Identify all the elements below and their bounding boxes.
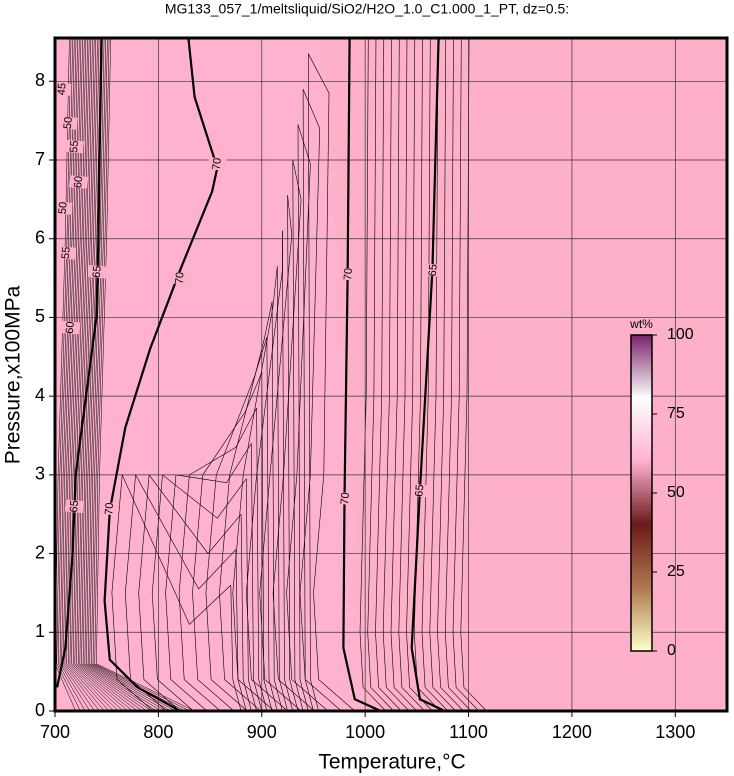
region	[55, 38, 366, 711]
contour-label: 60	[72, 175, 85, 188]
contour-label-bg	[170, 271, 190, 285]
contour-label-bg	[69, 175, 89, 189]
contour-label-bg	[65, 499, 85, 514]
contour-line	[56, 38, 103, 688]
x-tick-label: 1200	[552, 722, 592, 742]
thin-contour	[246, 478, 257, 711]
contour-label: 65	[427, 264, 440, 277]
thin-contour	[178, 407, 257, 711]
thin-contour	[272, 159, 315, 711]
thin-contour	[282, 230, 294, 711]
x-tick-label: 1300	[655, 722, 695, 742]
contour-label: 65	[91, 265, 104, 278]
chart-title: MG133_057_1/meltsliquid/SiO2/H2O_1.0_C1.…	[165, 1, 569, 17]
y-tick-label: 1	[35, 621, 45, 641]
y-tick-label: 6	[35, 227, 45, 247]
thin-contour	[192, 372, 263, 711]
thin-contour	[219, 301, 273, 711]
colorbar-tick-label: 75	[667, 405, 685, 422]
thin-contour	[286, 124, 329, 711]
contour-label: 70	[342, 268, 355, 281]
plot-frame	[53, 36, 729, 713]
y-tick-label: 0	[35, 700, 45, 720]
thin-contour	[302, 89, 314, 711]
thin-contour	[232, 266, 278, 711]
contour-label: 55	[60, 246, 73, 259]
contour-label: 70	[103, 502, 116, 515]
contour-label-bg	[65, 139, 85, 154]
thin-contour	[308, 53, 355, 711]
y-tick-label: 2	[35, 542, 45, 562]
contour-label: 55	[68, 140, 81, 153]
colorbar	[630, 334, 653, 652]
contour-label-bg	[55, 82, 72, 96]
contour-label-bg	[336, 491, 355, 506]
colorbar-tick-label: 25	[667, 563, 685, 580]
x-axis-label: Temperature,°C	[318, 751, 465, 774]
contour-line	[103, 38, 219, 711]
contour-label: 45	[56, 83, 69, 96]
thin-contour	[277, 266, 288, 711]
thin-contour	[251, 443, 263, 711]
thin-contour	[271, 301, 283, 711]
thin-contour	[165, 443, 252, 711]
contour-label-bg	[87, 265, 107, 279]
thin-contour	[256, 407, 268, 711]
thin-contour	[299, 89, 342, 711]
contour-label-bg	[56, 246, 76, 260]
thin-contour	[297, 124, 309, 711]
contour-label-bg	[339, 267, 359, 281]
x-tick-label: 1000	[345, 722, 385, 742]
contour-label: 60	[64, 321, 77, 334]
thin-contour	[230, 585, 242, 711]
x-tick-label: 700	[40, 722, 70, 742]
y-tick-label: 8	[35, 70, 45, 90]
contour-label-bg	[410, 483, 430, 498]
colorbar-tick-label: 50	[667, 484, 685, 501]
x-tick-label: 1100	[449, 722, 488, 742]
contour-label-bg	[61, 320, 80, 335]
y-tick-label: 5	[35, 306, 45, 326]
thin-contour	[308, 53, 319, 711]
thin-contour	[259, 195, 302, 711]
y-tick-label: 7	[35, 149, 45, 169]
x-tick-label: 800	[143, 722, 173, 742]
contour-label: 70	[339, 492, 352, 505]
contour-label: 65	[68, 500, 81, 513]
contour-label-bg	[58, 116, 78, 130]
x-tick-label: 900	[247, 722, 277, 742]
y-tick-label: 3	[35, 464, 45, 484]
contour-line	[342, 38, 382, 711]
thin-contour	[287, 195, 299, 711]
colorbar-label: wt%	[629, 317, 653, 331]
contour-label-bg	[100, 501, 120, 516]
thin-contour	[292, 159, 304, 711]
thin-contour	[111, 473, 232, 711]
contour-label: 65	[413, 484, 426, 497]
thin-contour	[138, 474, 242, 711]
colorbar-tick-label: 100	[667, 326, 694, 343]
contour-line	[410, 38, 446, 711]
thin-contour	[151, 474, 247, 711]
contour-label: 50	[57, 201, 70, 214]
contour-label-bg	[423, 263, 443, 277]
colorbar-tick-label: 0	[667, 642, 676, 659]
contour-label-bg	[207, 157, 227, 171]
contour-label: 50	[62, 116, 75, 129]
contour-label: 70	[173, 271, 186, 284]
y-axis-label: Pressure,x100MPa	[2, 285, 25, 464]
contour-label-bg	[55, 201, 73, 215]
y-tick-label: 4	[35, 385, 45, 405]
contour-label: 70	[211, 157, 224, 170]
thin-contour	[266, 337, 278, 711]
